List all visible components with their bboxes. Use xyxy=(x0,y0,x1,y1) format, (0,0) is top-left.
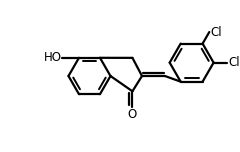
Text: HO: HO xyxy=(44,51,62,64)
Text: O: O xyxy=(128,107,137,121)
Text: Cl: Cl xyxy=(228,56,240,69)
Text: Cl: Cl xyxy=(210,26,222,39)
